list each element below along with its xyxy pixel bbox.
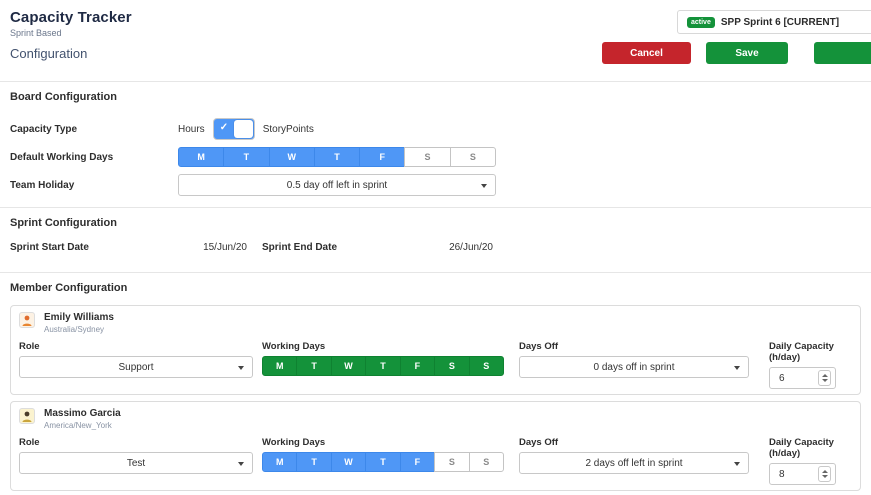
role-select[interactable]: Support — [19, 356, 253, 378]
day-segment-sat[interactable]: S — [434, 452, 470, 472]
day-segment-thu[interactable]: T — [313, 147, 361, 167]
day-segment-wed[interactable]: W — [268, 147, 315, 167]
day-segment-tue[interactable]: T — [296, 356, 332, 376]
role-value: Test — [126, 457, 146, 469]
app-title: Capacity Tracker — [10, 9, 132, 26]
divider — [0, 81, 871, 82]
daily-capacity-input[interactable]: 6 — [769, 367, 836, 389]
team-holiday-select[interactable]: 0.5 day off left in sprint — [178, 174, 496, 196]
member-name: Massimo Garcia — [44, 408, 121, 419]
stepper-control[interactable] — [818, 466, 831, 482]
member-card: Massimo Garcia America/New_York Role Tes… — [10, 401, 861, 491]
days-off-label: Days Off — [519, 437, 559, 448]
day-segment-mon[interactable]: M — [178, 147, 225, 167]
day-segment-sat[interactable]: S — [404, 147, 451, 167]
chevron-down-icon — [734, 462, 740, 466]
chevron-down-icon — [238, 366, 244, 370]
cut-off-action-button[interactable] — [814, 42, 871, 64]
board-configuration-heading: Board Configuration — [10, 91, 117, 103]
day-segment-thu[interactable]: T — [365, 452, 401, 472]
member-working-days-bar: M T W T F S S — [262, 356, 504, 376]
capacity-type-control: Hours ✓ StoryPoints — [178, 118, 861, 140]
day-segment-sun[interactable]: S — [468, 356, 504, 376]
chevron-down-icon — [238, 462, 244, 466]
role-label: Role — [19, 341, 40, 352]
member-timezone: Australia/Sydney — [44, 325, 105, 334]
day-segment-thu[interactable]: T — [365, 356, 401, 376]
sprint-end-date-label: Sprint End Date — [262, 242, 338, 253]
sprint-dates-row: Sprint Start Date 15/Jun/20 Sprint End D… — [10, 242, 861, 253]
team-holiday-label: Team Holiday — [10, 179, 75, 191]
sprint-start-date-value: 15/Jun/20 — [203, 242, 247, 253]
member-timezone: America/New_York — [44, 421, 112, 430]
chevron-down-icon — [481, 184, 487, 188]
member-card: Emily Williams Australia/Sydney Role Sup… — [10, 305, 861, 395]
default-working-days-bar: M T W T F S S — [178, 147, 496, 167]
day-segment-fri[interactable]: F — [359, 147, 406, 167]
divider — [0, 207, 871, 208]
toggle-knob — [233, 120, 253, 138]
page-title: Configuration — [10, 46, 88, 61]
daily-capacity-label: Daily Capacity (h/day) — [769, 341, 834, 363]
day-segment-tue[interactable]: T — [296, 452, 332, 472]
daily-capacity-value: 8 — [779, 468, 785, 480]
capacity-type-toggle[interactable]: ✓ — [212, 118, 255, 140]
check-icon: ✓ — [219, 122, 229, 133]
stepper-control[interactable] — [818, 370, 831, 386]
divider — [0, 272, 871, 273]
day-segment-wed[interactable]: W — [330, 356, 367, 376]
sprint-end-date-value: 26/Jun/20 — [449, 242, 493, 253]
member-name: Emily Williams — [44, 312, 114, 323]
days-off-label: Days Off — [519, 341, 559, 352]
sprint-start-date-label: Sprint Start Date — [10, 242, 89, 253]
day-segment-fri[interactable]: F — [399, 452, 436, 472]
days-off-value: 2 days off left in sprint — [585, 457, 683, 469]
day-segment-wed[interactable]: W — [330, 452, 367, 472]
working-days-label: Working Days — [262, 437, 326, 448]
sprint-selector-label: SPP Sprint 6 [CURRENT] — [720, 16, 840, 28]
board-configuration-form: Capacity Type Hours ✓ StoryPoints Defaul… — [10, 118, 861, 196]
default-working-days-label: Default Working Days — [10, 151, 114, 163]
day-segment-fri[interactable]: F — [399, 356, 436, 376]
role-label: Role — [19, 437, 40, 448]
working-days-label: Working Days — [262, 341, 326, 352]
day-segment-sun[interactable]: S — [468, 452, 504, 472]
role-value: Support — [118, 361, 154, 373]
day-segment-sun[interactable]: S — [449, 147, 496, 167]
capacity-type-label: Capacity Type — [10, 123, 78, 135]
app-header: Capacity Tracker Sprint Based active SPP… — [10, 0, 871, 38]
day-segment-mon[interactable]: M — [262, 356, 298, 376]
day-segment-sat[interactable]: S — [434, 356, 470, 376]
days-off-value: 0 days off in sprint — [593, 361, 675, 373]
day-segment-tue[interactable]: T — [223, 147, 270, 167]
cancel-button[interactable]: Cancel — [602, 42, 691, 64]
days-off-select[interactable]: 0 days off in sprint — [519, 356, 749, 378]
app-subtitle: Sprint Based — [10, 28, 62, 38]
sprint-selector[interactable]: active SPP Sprint 6 [CURRENT] — [677, 10, 871, 34]
member-avatar — [19, 312, 35, 328]
daily-capacity-input[interactable]: 8 — [769, 463, 836, 485]
member-avatar — [19, 408, 35, 424]
role-select[interactable]: Test — [19, 452, 253, 474]
team-holiday-value: 0.5 day off left in sprint — [286, 179, 388, 191]
active-badge: active — [687, 16, 715, 28]
capacity-type-option-hours[interactable]: Hours — [178, 123, 205, 135]
member-working-days-bar: M T W T F S S — [262, 452, 504, 472]
daily-capacity-value: 6 — [779, 372, 785, 384]
days-off-select[interactable]: 2 days off left in sprint — [519, 452, 749, 474]
sprint-configuration-heading: Sprint Configuration — [10, 217, 117, 229]
save-button[interactable]: Save — [706, 42, 788, 64]
toolbar: Configuration Cancel Save — [10, 38, 871, 72]
daily-capacity-label: Daily Capacity (h/day) — [769, 437, 834, 459]
day-segment-mon[interactable]: M — [262, 452, 298, 472]
member-configuration-heading: Member Configuration — [10, 282, 128, 294]
chevron-down-icon — [734, 366, 740, 370]
capacity-type-option-storypoints[interactable]: StoryPoints — [262, 123, 314, 135]
